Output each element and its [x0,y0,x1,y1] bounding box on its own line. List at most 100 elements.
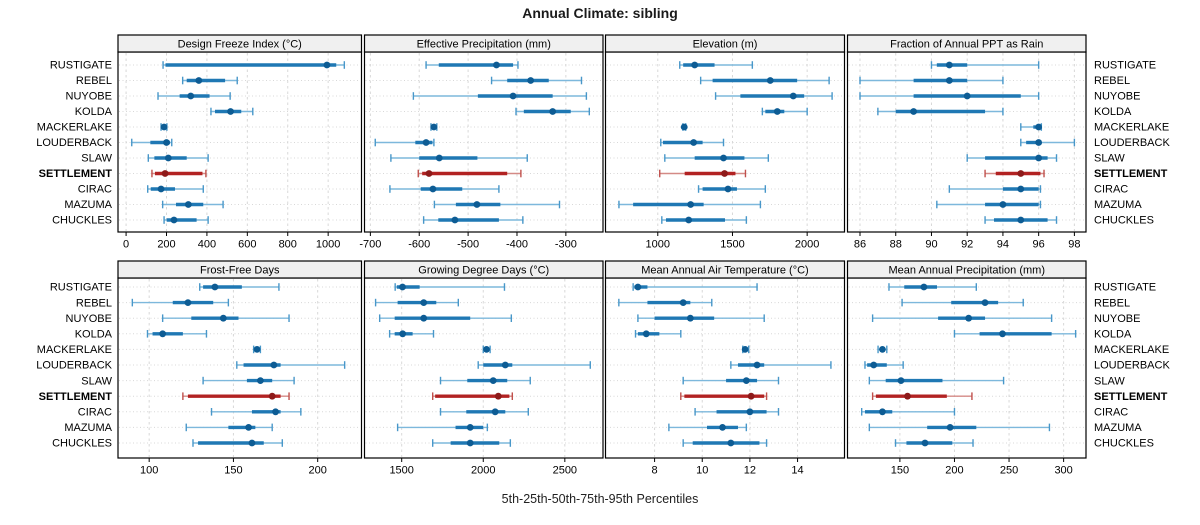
percentile-row-louderback [131,138,173,147]
median-dot [920,283,928,291]
axis-tick-label: 98 [1068,239,1080,251]
median-dot [1035,154,1043,162]
row-label-left: SETTLEMENT [39,391,113,403]
axis-tick-label: 100 [140,465,158,477]
percentile-row-louderback [730,361,832,369]
median-dot [164,154,172,162]
percentile-row-chuckles [431,439,512,447]
median-dot [399,330,407,338]
median-dot [746,408,754,416]
row-label-left: MACKERLAKE [37,122,112,134]
percentile-row-mackerlake [482,345,491,354]
row-label-right: SLAW [1094,375,1125,387]
panel-area [605,278,845,458]
panel-header-label: Effective Precipitation (mm) [417,39,551,51]
median-dot [160,123,168,131]
median-dot [245,424,252,431]
row-label-left: MACKERLAKE [37,344,112,356]
median-dot [1035,123,1043,131]
row-label-right: MACKERLAKE [1094,344,1169,356]
median-dot [483,346,490,353]
percentile-row-mackerlake [160,123,168,131]
row-label-right: NUYOBE [1094,91,1140,103]
axis-tick-label: 400 [198,239,216,251]
panel-area [847,278,1086,458]
percentile-row-cirac [439,408,529,416]
percentile-row-slaw [664,154,770,162]
percentile-row-kolda [634,330,682,338]
percentile-row-mazuma [185,423,273,432]
percentile-row-mazuma [936,200,1042,209]
figure-title: Annual Climate: sibling [522,5,678,21]
percentile-row-cirac [860,408,956,416]
percentile-row-settlement [871,392,973,400]
median-dot [184,201,192,208]
row-label-left: NUYOBE [66,313,112,325]
median-dot [268,392,276,400]
percentile-row-mackerlake [252,345,262,354]
axis-tick-label: 2000 [471,465,495,477]
axis-tick-label: 1500 [389,465,413,477]
panel-header-label: Fraction of Annual PPT as Rain [890,39,1043,51]
median-dot [634,283,642,291]
median-dot [161,170,169,177]
percentile-row-mackerlake [1020,123,1043,131]
median-dot [742,377,750,384]
percentile-row-mazuma [668,423,748,432]
axis-tick-label: -400 [506,239,528,251]
axis-tick-label: -500 [457,239,479,251]
row-label-right: MAZUMA [1094,199,1142,211]
percentile-row-mackerlake [680,123,688,131]
percentile-row-chuckles [192,439,283,447]
median-dot [429,185,437,193]
axis-tick-label: 12 [744,465,756,477]
median-dot [187,92,195,100]
percentile-row-louderback [1020,138,1076,147]
row-label-right: CHUCKLES [1094,215,1154,227]
median-dot [685,216,693,224]
panel-effective-precipitation-mm-: -700 -600 -500 -400 -300 Effective Precipitat… [359,34,604,251]
median-dot [422,139,430,146]
median-dot [870,361,878,369]
median-dot [501,361,509,369]
median-dot [965,314,973,322]
panel-growing-degree-days-c-: 1500 2000 2500 Growing Degree Days (°C) [363,260,604,477]
percentile-row-slaw [868,376,1005,385]
row-label-right: CHUCKLES [1094,438,1154,450]
median-dot [509,92,517,100]
percentile-row-kolda [515,107,591,116]
percentile-row-nuyobe [714,92,833,100]
axis-tick-label: 14 [791,465,803,477]
row-label-right: MAZUMA [1094,422,1142,434]
axis-tick-label: 10 [696,465,708,477]
row-label-right: KOLDA [1094,329,1132,341]
axis-tick-label: 150 [224,465,242,477]
percentile-row-rebel [374,298,460,307]
median-dot [999,330,1006,338]
median-dot [879,346,886,353]
percentile-row-kolda [388,330,435,338]
percentile-row-cirac [210,408,302,416]
median-dot [1017,185,1025,193]
median-dot [721,170,728,177]
axis-tick-label: 1500 [720,239,744,251]
percentile-row-rebel [490,76,583,85]
percentile-row-rustigate [930,61,1040,69]
percentile-row-rustigate [394,283,506,291]
percentile-row-rustigate [162,61,346,69]
axis-tick-label: 200 [945,465,963,477]
percentile-row-slaw [439,376,531,385]
median-dot [399,283,406,291]
percentile-row-settlement [151,169,207,178]
median-dot [773,108,781,115]
row-label-right: REBEL [1094,75,1130,87]
median-dot [679,299,687,306]
row-label-left: SLAW [81,375,112,387]
axis-tick-label: 800 [279,239,297,251]
median-dot [451,216,459,224]
median-dot [727,439,735,447]
percentile-row-slaw [202,376,295,385]
median-dot [494,392,502,400]
median-dot [946,424,954,431]
